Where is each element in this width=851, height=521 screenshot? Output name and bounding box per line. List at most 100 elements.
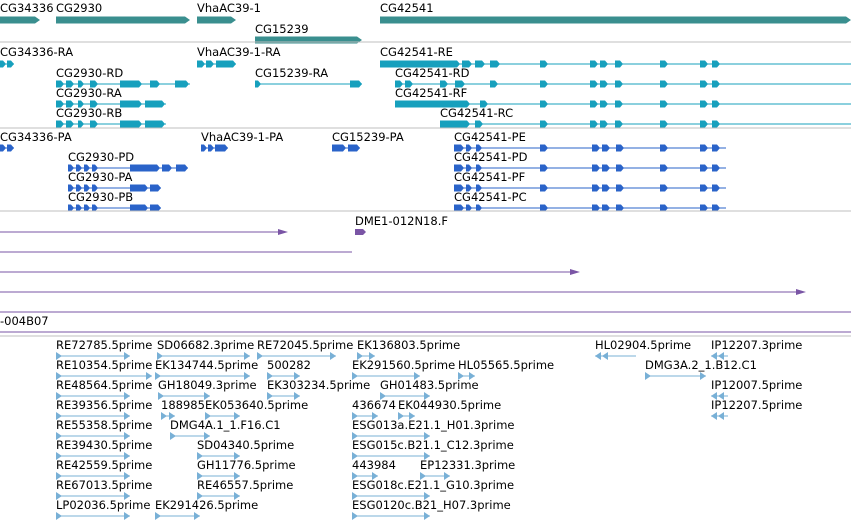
protein-glyph-exon[interactable] [68, 184, 74, 192]
transcript-glyph-exon[interactable] [175, 80, 189, 88]
est-label[interactable]: RE48564.5prime [56, 378, 153, 392]
protein-glyph-exon[interactable] [616, 144, 624, 152]
transcript-glyph-exon[interactable] [197, 60, 205, 68]
transcript-label[interactable]: CG42541-RC [440, 106, 514, 120]
est-arrow[interactable] [56, 412, 62, 420]
protein-glyph-exon[interactable] [454, 204, 464, 212]
protein-glyph-exon[interactable] [68, 164, 74, 172]
transcript-glyph-exon[interactable] [660, 60, 668, 68]
protein-glyph-exon[interactable] [476, 164, 482, 172]
est-arrow[interactable] [204, 432, 210, 440]
protein-label[interactable]: CG42541-PE [454, 130, 526, 144]
est-label[interactable]: EK303234.5prime [267, 378, 371, 392]
transcript-glyph-exon[interactable] [490, 80, 498, 88]
transcript-glyph-exon[interactable] [600, 100, 608, 108]
est-label[interactable]: DMG4A.1_1.F16.C1 [170, 418, 281, 432]
transcript-glyph-exon[interactable] [66, 120, 74, 128]
protein-glyph-exon[interactable] [712, 184, 720, 192]
protein-glyph-exon[interactable] [215, 144, 228, 152]
protein-glyph-exon[interactable] [162, 164, 172, 172]
est-arrow[interactable] [158, 392, 164, 400]
transcript-label[interactable]: CG15239-RA [255, 66, 329, 80]
est-arrow[interactable] [444, 472, 450, 480]
est-arrow[interactable] [352, 372, 358, 380]
clone-label[interactable]: DME1-012N18.F [355, 214, 448, 228]
est-arrow[interactable] [56, 512, 62, 520]
est-arrow[interactable] [161, 412, 167, 420]
protein-glyph-exon[interactable] [540, 184, 548, 192]
est-label[interactable]: IP12207.3prime [711, 338, 803, 352]
transcript-glyph-exon[interactable] [90, 120, 98, 128]
transcript-label[interactable]: VhaAC39-1-RA [197, 45, 281, 59]
protein-glyph-exon[interactable] [466, 144, 472, 152]
gene-label[interactable]: CG15239 [255, 22, 309, 36]
est-label[interactable]: ESG0120c.B21_H07.3prime [352, 498, 511, 512]
protein-glyph-exon[interactable] [332, 144, 346, 152]
est-arrow[interactable] [56, 472, 62, 480]
protein-glyph-exon[interactable] [466, 204, 472, 212]
est-arrow[interactable] [409, 412, 415, 420]
protein-glyph-exon[interactable] [712, 164, 720, 172]
est-label[interactable]: RE39356.5prime [56, 398, 153, 412]
protein-glyph-exon[interactable] [130, 184, 148, 192]
protein-glyph-exon[interactable] [476, 184, 482, 192]
protein-label[interactable]: VhaAC39-1-PA [201, 130, 284, 144]
transcript-glyph-exon[interactable] [380, 60, 460, 68]
transcript-label[interactable]: CG42541-RF [395, 86, 468, 100]
transcript-glyph-exon[interactable] [78, 120, 84, 128]
est-arrow[interactable] [155, 372, 161, 380]
est-label[interactable]: EK291560.5prime [352, 358, 456, 372]
est-arrow[interactable] [204, 392, 210, 400]
protein-glyph-exon[interactable] [0, 144, 6, 152]
protein-label[interactable]: CG2930-PA [68, 170, 133, 184]
protein-glyph-exon[interactable] [466, 184, 472, 192]
protein-glyph-exon[interactable] [454, 184, 464, 192]
est-label[interactable]: RE55358.5prime [56, 418, 153, 432]
protein-label[interactable]: CG2930-PB [68, 190, 134, 204]
est-arrow[interactable] [234, 472, 240, 480]
protein-glyph-exon[interactable] [660, 164, 668, 172]
protein-glyph-exon[interactable] [150, 184, 161, 192]
est-label[interactable]: EK053640.5prime [205, 398, 309, 412]
protein-glyph-exon[interactable] [660, 204, 668, 212]
est-arrow[interactable] [424, 432, 430, 440]
est-label[interactable]: IP12207.5prime [711, 398, 803, 412]
protein-glyph-exon[interactable] [602, 164, 610, 172]
protein-glyph-exon[interactable] [712, 204, 720, 212]
clone-label[interactable]: -004B07 [0, 314, 49, 328]
est-label[interactable]: 436674 [352, 398, 396, 412]
transcript-glyph-exon[interactable] [206, 60, 214, 68]
protein-glyph-exon[interactable] [700, 144, 708, 152]
est-label[interactable]: 443984 [352, 458, 396, 472]
transcript-glyph-exon[interactable] [90, 80, 98, 88]
est-arrow[interactable] [124, 412, 130, 420]
transcript-glyph-exon[interactable] [712, 60, 720, 68]
est-arrow[interactable] [124, 472, 130, 480]
est-label[interactable]: RE46557.5prime [197, 478, 294, 492]
est-label[interactable]: EK291426.5prime [155, 498, 259, 512]
protein-glyph-exon[interactable] [68, 204, 74, 212]
transcript-label[interactable]: CG2930-RB [56, 106, 123, 120]
est-arrow[interactable] [56, 392, 62, 400]
transcript-glyph-exon[interactable] [78, 80, 84, 88]
transcript-glyph-exon[interactable] [120, 100, 142, 108]
est-arrow[interactable] [469, 372, 475, 380]
est-arrow[interactable] [595, 352, 601, 360]
protein-glyph-exon[interactable] [201, 144, 207, 152]
est-arrow[interactable] [124, 432, 130, 440]
est-label[interactable]: SD04340.5prime [197, 438, 295, 452]
protein-glyph-exon[interactable] [130, 164, 160, 172]
est-arrow[interactable] [244, 372, 250, 380]
protein-glyph-exon[interactable] [92, 204, 98, 212]
transcript-glyph-exon[interactable] [600, 60, 608, 68]
transcript-glyph-exon[interactable] [56, 80, 64, 88]
transcript-glyph-exon[interactable] [540, 120, 548, 128]
est-arrow[interactable] [234, 412, 240, 420]
transcript-glyph-exon[interactable] [216, 60, 236, 68]
est-label[interactable]: 500282 [267, 358, 311, 372]
est-label[interactable]: EK134744.5prime [155, 358, 259, 372]
est-arrow[interactable] [369, 352, 375, 360]
protein-label[interactable]: CG2930-PD [68, 150, 135, 164]
transcript-glyph-exon[interactable] [120, 80, 142, 88]
est-arrow[interactable] [420, 472, 426, 480]
